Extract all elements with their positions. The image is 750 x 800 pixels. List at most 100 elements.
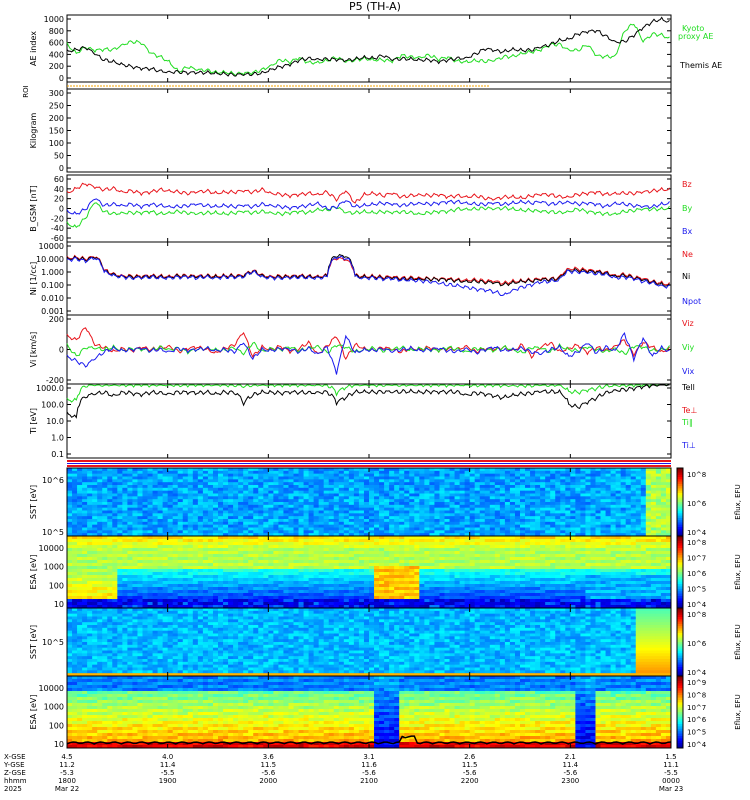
sst_i-cell — [464, 499, 471, 503]
esa_i-cell — [273, 554, 279, 558]
sst_i-cell — [82, 516, 88, 520]
esa_i-cell — [283, 536, 289, 540]
sst_i-cell — [414, 533, 420, 537]
sst_i-cell — [293, 485, 299, 489]
sst_i-cell — [535, 521, 541, 526]
esa_i-cell — [404, 566, 410, 570]
sst_i-cell — [117, 479, 123, 483]
esa_i-cell — [399, 536, 405, 540]
sst_i-cell — [318, 493, 325, 497]
sst_i-cell — [655, 487, 662, 492]
sst_i-cell — [404, 521, 410, 526]
sst_i-cell — [409, 479, 415, 483]
sst_i-cell — [469, 507, 476, 511]
sst_i-cell — [489, 507, 496, 511]
sst_i-cell — [333, 473, 340, 477]
sst_i-cell — [333, 470, 340, 475]
esa_i-cell — [197, 587, 204, 591]
sst_i-cell — [399, 502, 405, 506]
sst_i-cell — [333, 499, 340, 503]
sst_i-cell — [464, 519, 471, 523]
esa_i-cell — [132, 575, 138, 579]
sst_i-cell — [540, 485, 546, 489]
sst_i-cell — [409, 533, 415, 537]
sst_i-cell — [333, 490, 340, 494]
sst_i-cell — [298, 490, 304, 494]
sst_i-cell — [72, 493, 78, 497]
esa_i-cell — [117, 545, 123, 549]
esa_i-cell — [268, 560, 274, 564]
sst_i-cell — [444, 479, 450, 483]
sst_i-cell — [635, 513, 642, 517]
bfield-ytick-label: 60 — [54, 175, 64, 184]
sst_i-cell — [655, 470, 662, 475]
esa_i-cell — [132, 590, 138, 594]
esa_i-cell — [288, 566, 294, 570]
esa_i-cell — [172, 539, 179, 543]
sst_i-cell — [590, 468, 596, 472]
sst_i-cell — [635, 519, 642, 523]
sst_i-cell — [575, 476, 581, 480]
sst_i-cell — [389, 482, 395, 486]
sst_i-cell — [268, 490, 274, 494]
sst_i-cell — [444, 504, 450, 509]
sst_i-cell — [605, 513, 611, 517]
sst_i-cell — [434, 468, 440, 472]
esa_i-cell — [328, 575, 335, 579]
sst_i-cell — [655, 496, 662, 500]
sst_i-cell — [303, 493, 309, 497]
sst_i-cell — [560, 502, 566, 506]
sst_i-cell — [348, 473, 355, 477]
sst_i-cell — [444, 510, 450, 514]
sst_i-cell — [409, 470, 415, 475]
sst_i-cell — [308, 502, 315, 506]
sst_i-cell — [248, 490, 254, 494]
esa_i-cell — [328, 584, 335, 588]
sst_i-cell — [67, 516, 73, 520]
esa_i-cell — [429, 569, 435, 573]
sst_i-cell — [233, 499, 239, 503]
sst_i-cell — [469, 530, 476, 534]
esa_i-cell — [142, 602, 148, 606]
esa_i-cell — [273, 569, 279, 573]
sst_i-cell — [610, 493, 617, 497]
sst_i-cell — [665, 470, 672, 475]
sst_i-cell — [575, 521, 581, 526]
sst_i-cell — [464, 482, 471, 486]
sst_i-cell — [615, 504, 622, 509]
sst_i-cell — [625, 468, 632, 472]
esa_i-cell — [288, 548, 294, 552]
esa_i-cell — [72, 596, 78, 600]
esa_i-cell — [338, 542, 345, 546]
sst_i-cell — [177, 496, 184, 500]
esa_i-cell — [318, 566, 325, 570]
esa_i-cell — [167, 599, 174, 603]
sst_i-cell — [439, 490, 445, 494]
sst_i-cell — [424, 507, 430, 511]
sst_i-cell — [72, 476, 78, 480]
sst_i-cell — [499, 504, 506, 509]
sst_i-cell — [318, 527, 325, 531]
sst_i-cell — [87, 473, 93, 477]
esa_i-cell — [102, 536, 108, 540]
esa_i-cell — [167, 590, 174, 594]
sst_i-cell — [318, 510, 325, 514]
sst_i-cell — [338, 482, 345, 486]
esa_i-cell — [122, 572, 128, 576]
esa_i-cell — [374, 593, 380, 597]
esa_i-cell — [167, 602, 174, 606]
esa_i-cell — [434, 566, 440, 570]
sst_i-cell — [560, 524, 566, 528]
sst_i-cell — [112, 521, 118, 526]
sst_i-cell — [479, 490, 486, 494]
esa_i-cell — [202, 605, 209, 609]
esa_i-cell — [223, 581, 229, 585]
sst_i-cell — [525, 530, 531, 534]
esa_i-cell — [419, 542, 425, 546]
esa_i-cell — [409, 593, 415, 597]
sst_i-cell — [157, 493, 164, 497]
esa_i-cell — [363, 569, 370, 573]
sst_i-cell — [590, 490, 596, 494]
sst_i-cell — [545, 507, 551, 511]
esa_i-cell — [218, 590, 224, 594]
